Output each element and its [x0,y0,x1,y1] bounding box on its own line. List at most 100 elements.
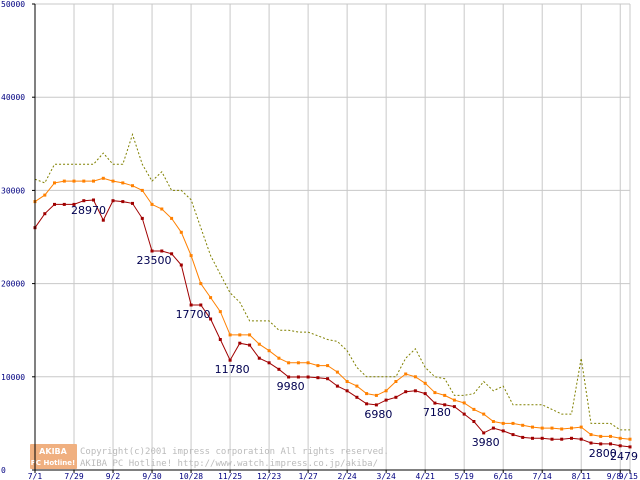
data-point-min [618,444,622,448]
series-group [33,132,632,449]
data-point-min [501,429,505,433]
data-point-min [462,412,466,416]
data-point-average [404,372,408,376]
data-label: 2800 [589,447,617,460]
data-point-average [452,398,456,402]
data-point-min [199,303,203,307]
data-point-average [609,434,612,438]
data-point-average [365,392,369,396]
data-point-min [472,420,476,423]
data-point-average [277,356,281,360]
data-point-average [189,254,193,258]
data-point-average [628,437,632,441]
data-label: 11780 [215,363,250,376]
data-point-min [160,249,164,253]
data-point-average [179,230,183,234]
watermark-logo-box [30,444,77,469]
data-point-average [521,423,525,427]
data-point-min [53,202,56,206]
data-point-min [540,436,544,440]
watermark-logo-top: AKIBA [39,447,67,456]
data-point-min [609,442,612,446]
data-label: 9980 [277,380,305,393]
x-tick-label: 11/25 [218,472,242,480]
data-label: 28970 [71,204,106,217]
data-point-average [472,407,476,411]
data-point-min [92,198,95,202]
data-point-average [501,421,505,425]
x-tick-label: 10/28 [179,472,203,480]
data-point-min [257,356,261,360]
y-tick-label: 20000 [1,280,25,289]
data-point-min [482,431,486,435]
data-point-average [482,412,486,416]
y-tick-label: 10000 [1,373,25,382]
data-point-average [374,393,378,397]
data-point-average [306,361,310,365]
data-point-average [43,193,47,197]
data-labels: 28970 23500 17700 11780 9980 6980 7180 3980 2800… [71,204,638,463]
data-point-average [345,380,349,383]
data-point-min [209,317,213,321]
data-point-min [345,389,349,393]
data-point-min [491,426,495,430]
watermark-copyright: Copyright(c)2001 impress corporation All… [80,447,389,457]
data-label: 6980 [364,408,392,421]
data-point-average [238,333,242,337]
data-point-min [189,303,193,307]
x-tick-label: 4/21 [416,472,435,480]
data-point-min [579,437,583,441]
y-tick-label: 30000 [1,186,25,195]
data-point-min [443,403,447,407]
x-tick-label: 9/15 [619,472,638,480]
data-point-min [179,263,183,267]
watermark-url: AKIBA PC Hotline! http://www.watch.impre… [80,459,378,469]
series-max [34,132,630,431]
data-point-average [218,310,222,314]
data-point-average [150,202,154,206]
data-point-average [121,181,125,185]
data-point-min [287,375,291,379]
data-point-average [267,349,271,353]
data-point-min [404,390,408,394]
data-point-min [121,200,125,204]
data-point-average [62,179,66,183]
y-tick-label: 50000 [1,0,25,9]
data-point-min [306,375,310,379]
data-point-min [384,398,388,402]
series-average [33,176,632,441]
data-point-min [140,216,144,220]
y-tick-label: 40000 [1,93,25,102]
data-point-average [491,420,495,423]
data-point-average [53,181,56,185]
x-tick-label: 6/16 [494,472,513,480]
data-label: 7180 [423,406,451,419]
data-point-min [218,338,222,341]
series-line-min [34,199,631,448]
data-point-average [579,425,583,429]
x-tick-label: 8/11 [572,472,591,480]
data-point-average [296,361,300,365]
data-point-average [550,426,554,430]
data-point-average [131,184,134,188]
data-point-min [570,436,573,440]
x-tick-label: 5/19 [455,472,474,480]
data-point-average [257,342,261,346]
data-point-average [170,216,174,220]
grid [35,3,631,470]
data-point-average [228,333,232,337]
data-point-average [423,381,427,385]
data-point-average [82,179,86,183]
data-label: 3980 [472,436,500,449]
x-tick-label: 7/29 [64,472,83,480]
data-point-min [335,384,339,388]
data-point-average [248,333,252,337]
data-point-average [335,370,339,374]
data-point-average [209,296,213,300]
data-point-min [296,375,300,379]
data-point-min [433,401,437,405]
data-point-min [452,405,456,409]
data-point-min [238,341,242,345]
x-tick-label: 1/27 [298,472,317,480]
